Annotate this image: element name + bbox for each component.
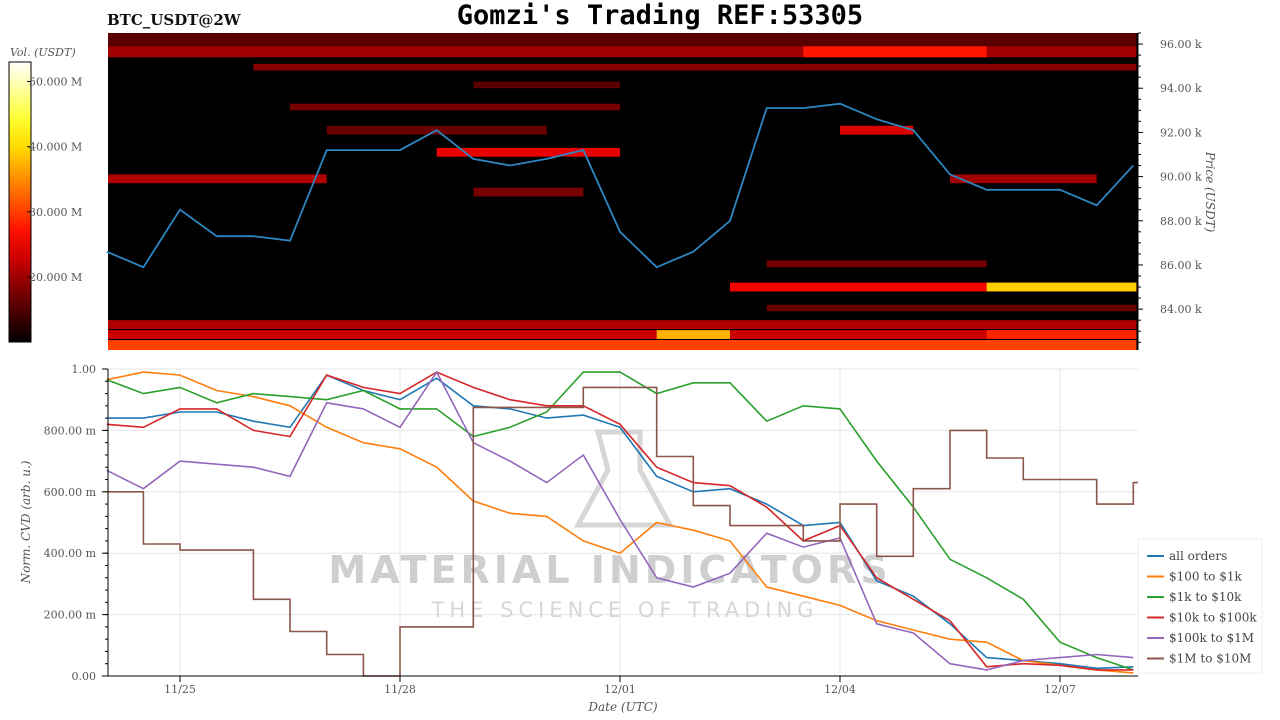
watermark-tagline: THE SCIENCE OF TRADING <box>431 598 819 622</box>
cvd-line-100k-to-1m <box>106 370 1134 671</box>
cvd-panel: 0.00 200.00 m 400.00 m 600.00 m 800.00 m 1.00… <box>19 363 1138 714</box>
symbol-label: BTC_USDT@2W <box>107 11 242 29</box>
price-axis-label: Price (USDT) <box>1203 151 1217 233</box>
heatmap-panel: 84.00 k 86.00 k 88.00 k 90.00 k 92.00 k 94.00… <box>106 32 1217 350</box>
heatmap-cell <box>290 103 621 111</box>
price-tick-label: 86.00 k <box>1160 259 1202 272</box>
cvd-ytick-label: 400.00 m <box>44 547 97 560</box>
cvd-line-10k-to-100k <box>106 371 1134 671</box>
colorbar-tick-label: 40.000 M <box>29 141 82 154</box>
heatmap-cell <box>436 147 621 157</box>
colorbar-label: Vol. (USDT) <box>10 46 76 59</box>
price-tick-label: 90.00 k <box>1160 171 1202 184</box>
heatmap-cell <box>803 46 987 58</box>
legend-label: all orders <box>1169 549 1227 563</box>
legend-label: $10k to $100k <box>1169 611 1257 625</box>
heatmap-cell <box>473 187 584 197</box>
heatmap-cell <box>730 282 1137 292</box>
colorbar-tick-label: 30.000 M <box>29 206 82 219</box>
figure-title: Gomzi's Trading REF:53305 <box>457 0 863 31</box>
heatmap-cell <box>108 320 1137 330</box>
price-tick-label: 96.00 k <box>1160 38 1202 51</box>
heatmap-cell <box>840 125 914 135</box>
watermark-title: MATERIAL INDICATORS <box>328 548 891 592</box>
heatmap-background <box>108 33 1138 350</box>
legend-label: $1M to $10M <box>1169 652 1251 666</box>
cvd-xtick-label: 11/28 <box>384 683 416 696</box>
legend-label: $100 to $1k <box>1169 570 1242 584</box>
cvd-y-axis-label: Norm. CVD (arb. u.) <box>19 460 33 584</box>
heatmap-cell <box>473 81 621 89</box>
heatmap-cell <box>108 33 1137 47</box>
heatmap-cell <box>766 304 1137 312</box>
legend-box <box>1137 538 1263 674</box>
heatmap-cell <box>656 330 731 339</box>
legend-item: all orders <box>1147 549 1227 563</box>
heatmap-cell <box>108 174 327 184</box>
cvd-ytick-label: 800.00 m <box>44 424 97 437</box>
heatmap-cell <box>986 282 1137 292</box>
legend-item: $1k to $10k <box>1147 590 1242 604</box>
price-tick-label: 84.00 k <box>1160 303 1202 316</box>
cvd-xtick-label: 12/04 <box>824 683 856 696</box>
price-tick-label: 94.00 k <box>1160 82 1202 95</box>
legend-item: $1M to $10M <box>1147 652 1251 666</box>
colorbar-tick-label: 50.000 M <box>29 76 82 89</box>
cvd-xtick-label: 11/25 <box>164 683 196 696</box>
legend-item: $100k to $1M <box>1147 631 1254 645</box>
cvd-xtick-label: 12/07 <box>1044 683 1076 696</box>
colorbar: Vol. (USDT) 20.000 M 30.000 M 40.000 M 50.00… <box>8 46 82 343</box>
price-line <box>106 102 1134 269</box>
colorbar-gradient <box>8 61 32 343</box>
cvd-x-axis-label: Date (UTC) <box>587 700 657 714</box>
legend-label: $100k to $1M <box>1169 631 1254 645</box>
legend-label: $1k to $10k <box>1169 590 1242 604</box>
cvd-xtick-label: 12/01 <box>604 683 636 696</box>
legend-item: $100 to $1k <box>1147 570 1242 584</box>
legend: all orders $100 to $1k $1k to $10k $10k to … <box>1137 538 1263 674</box>
cvd-ytick-label: 600.00 m <box>44 486 97 499</box>
cvd-ytick-label: 0.00 <box>72 670 97 683</box>
cvd-ytick-label: 1.00 <box>72 363 97 376</box>
heatmap-cell <box>766 260 987 268</box>
cvd-line-1m-to-10m <box>106 386 1138 677</box>
price-tick-label: 88.00 k <box>1160 215 1202 228</box>
heatmap-cell <box>108 330 1137 339</box>
cvd-ytick-label: 200.00 m <box>44 609 97 622</box>
heatmap-cell <box>108 340 1137 350</box>
heatmap-cell <box>949 174 1097 184</box>
price-tick-label: 92.00 k <box>1160 126 1202 139</box>
cvd-line-1k-to-10k <box>106 371 1134 671</box>
legend-item: $10k to $100k <box>1147 611 1257 625</box>
heatmap-cell <box>108 46 1137 58</box>
heatmap-cell <box>986 330 1137 339</box>
heatmap-cell <box>253 63 1137 71</box>
colorbar-tick-label: 20.000 M <box>29 271 82 284</box>
cvd-line-100-to-1k <box>106 371 1134 674</box>
